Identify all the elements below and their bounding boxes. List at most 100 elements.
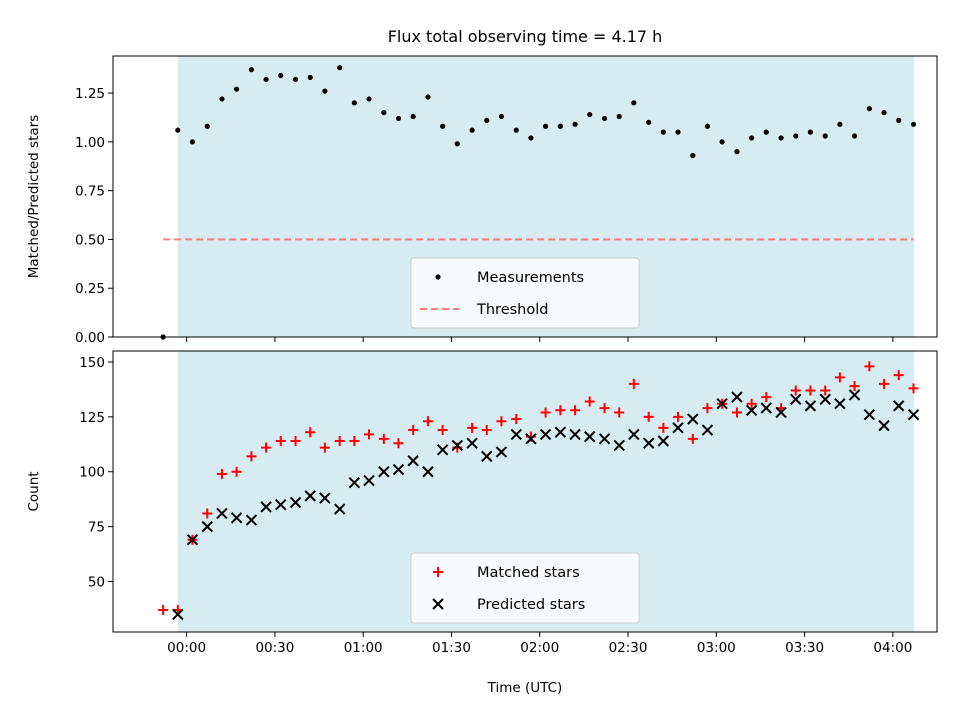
matched-star-point (393, 438, 404, 449)
measurement-point (337, 65, 343, 71)
matched-star-point (216, 468, 227, 479)
matched-star-point (614, 407, 625, 418)
measurement-point (219, 96, 225, 102)
measurement-point (307, 74, 313, 81)
matched-star-point (349, 436, 360, 447)
matched-star-point (481, 425, 492, 436)
time-axis-label: Time (UTC) (487, 680, 563, 696)
predicted-star-point (569, 428, 581, 441)
matched-star-point (231, 466, 242, 477)
matched-star-point (408, 425, 419, 436)
matched-star-point (540, 407, 551, 418)
matched-star-point (628, 378, 639, 389)
measurement-point (896, 117, 902, 123)
measurement-point (719, 139, 725, 145)
measurement-point (233, 86, 240, 92)
matched-star-point (158, 605, 169, 616)
measurement-point (631, 100, 637, 106)
measurement-point (322, 88, 328, 94)
legend-box (410, 257, 640, 329)
y-tick-label: 75 (88, 520, 105, 536)
x-tick-label: 01:30 (432, 640, 471, 656)
y-tick-label: 0.75 (75, 184, 105, 200)
ratio-legend: Measurements Threshold (410, 257, 640, 329)
matched-star-point (246, 451, 257, 462)
count-marks (158, 361, 920, 621)
count-x-axis: 00:00 00:30 01:00 01:30 02:00 02:30 03:00 03:30… (167, 632, 912, 656)
predicted-star-point (245, 514, 258, 526)
matched-star-point (820, 385, 831, 396)
predicted-star-point (407, 455, 419, 467)
measurement-point (704, 123, 711, 129)
predicted-star-point (687, 413, 699, 425)
legend-label: Matched stars (477, 565, 580, 581)
x-tick-label: 03:30 (785, 640, 824, 656)
measurement-point (749, 135, 755, 141)
ratio-y-axis: 0.00 0.25 0.50 0.75 1.00 1.25 (75, 86, 113, 346)
chart-title: Flux total observing time = 4.17 h (388, 27, 663, 46)
measurement-point (734, 149, 740, 155)
legend-label: Predicted stars (477, 597, 585, 613)
matched-star-point (834, 372, 845, 383)
predicted-star-point (539, 428, 552, 441)
predicted-star-point (907, 408, 920, 421)
matched-star-point (790, 385, 801, 396)
predicted-star-point (230, 512, 243, 524)
predicted-star-point (201, 520, 213, 533)
predicted-star-point (657, 435, 670, 447)
matched-star-point (290, 436, 301, 447)
measurement-point (866, 106, 872, 112)
predicted-star-point (716, 397, 728, 410)
x-tick-label: 00:00 (167, 640, 206, 656)
measurement-point (837, 121, 843, 127)
matched-star-point (496, 416, 507, 427)
measurement-point (528, 135, 534, 141)
measurement-point (557, 123, 564, 129)
predicted-star-point (172, 608, 184, 621)
predicted-star-point (275, 498, 287, 511)
measurement-point (690, 152, 696, 159)
matched-star-point (319, 442, 330, 453)
measurement-point (601, 115, 608, 122)
y-tick-label: 100 (79, 465, 105, 481)
x-tick-label: 03:00 (697, 640, 736, 656)
predicted-star-point (186, 534, 199, 546)
matched-star-point (511, 414, 522, 425)
ratio-x-axis (186, 337, 894, 342)
predicted-star-point (863, 408, 876, 421)
matched-star-point (275, 436, 286, 447)
y-tick-label: 1.00 (75, 135, 105, 151)
measurement-point (410, 113, 416, 120)
legend-marker-swatch (433, 567, 443, 577)
predicted-star-point (731, 391, 743, 403)
measurement-point (175, 127, 181, 133)
measurement-point (763, 129, 769, 135)
matched-star-point (849, 381, 860, 392)
predicted-star-point (745, 404, 758, 416)
measurement-point (778, 135, 784, 141)
x-tick-label: 02:30 (609, 640, 648, 656)
y-tick-label: 1.25 (75, 86, 105, 102)
x-tick-label: 04:00 (873, 640, 912, 656)
matched-star-point (584, 396, 595, 407)
predicted-star-point (819, 393, 831, 406)
matched-star-point (761, 392, 772, 403)
predicted-star-point (392, 463, 405, 476)
matched-star-point (643, 411, 654, 422)
y-tick-label: 50 (88, 575, 105, 591)
measurement-point (498, 113, 505, 120)
matched-star-point (555, 405, 566, 416)
measurement-point (542, 123, 549, 129)
predicted-star-point (510, 428, 522, 441)
measurement-point (807, 129, 814, 135)
matched-star-point (570, 405, 581, 416)
measurement-point (513, 127, 519, 133)
matched-star-point (202, 508, 213, 519)
count-y-axis: 50 75 100 125 150 (79, 355, 113, 591)
measurement-point (616, 113, 622, 120)
predicted-star-point (642, 437, 655, 449)
matched-star-point (672, 411, 683, 422)
matched-star-point (746, 398, 757, 409)
matched-star-point (687, 433, 698, 444)
y-tick-label: 150 (79, 355, 105, 371)
